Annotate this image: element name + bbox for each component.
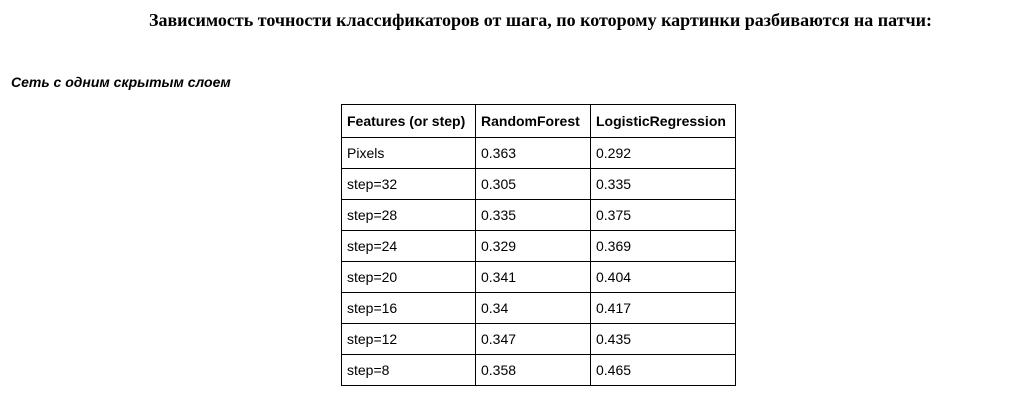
cell-feature: step=12 (341, 323, 476, 355)
column-header-features: Features (or step) (341, 104, 476, 138)
table-row: step=12 0.347 0.435 (341, 323, 736, 355)
table-row: step=28 0.335 0.375 (341, 199, 736, 231)
cell-feature: step=24 (341, 230, 476, 262)
table-body: Pixels 0.363 0.292 step=32 0.305 0.335 s… (341, 137, 736, 386)
table-row: step=20 0.341 0.404 (341, 261, 736, 293)
cell-randomforest: 0.341 (475, 261, 591, 293)
section-heading: Сеть с одним скрытым слоем (11, 74, 231, 90)
cell-logisticregression: 0.435 (590, 323, 736, 355)
cell-feature: step=16 (341, 292, 476, 324)
cell-randomforest: 0.358 (475, 354, 591, 386)
cell-feature: Pixels (341, 137, 476, 169)
table-row: step=8 0.358 0.465 (341, 354, 736, 386)
table-row: step=16 0.34 0.417 (341, 292, 736, 324)
cell-feature: step=28 (341, 199, 476, 231)
cell-logisticregression: 0.375 (590, 199, 736, 231)
table-row: step=24 0.329 0.369 (341, 230, 736, 262)
table-row: step=32 0.305 0.335 (341, 168, 736, 200)
cell-feature: step=20 (341, 261, 476, 293)
results-table: Features (or step) RandomForest Logistic… (341, 104, 736, 386)
cell-logisticregression: 0.335 (590, 168, 736, 200)
cell-logisticregression: 0.404 (590, 261, 736, 293)
table-header-row: Features (or step) RandomForest Logistic… (341, 104, 736, 138)
column-header-randomforest: RandomForest (475, 104, 591, 138)
cell-feature: step=32 (341, 168, 476, 200)
cell-feature: step=8 (341, 354, 476, 386)
cell-randomforest: 0.335 (475, 199, 591, 231)
cell-randomforest: 0.305 (475, 168, 591, 200)
page-title: Зависимость точности классификаторов от … (148, 10, 933, 30)
cell-logisticregression: 0.369 (590, 230, 736, 262)
cell-randomforest: 0.329 (475, 230, 591, 262)
table-header: Features (or step) RandomForest Logistic… (341, 104, 736, 138)
table-row: Pixels 0.363 0.292 (341, 137, 736, 169)
cell-logisticregression: 0.417 (590, 292, 736, 324)
cell-randomforest: 0.347 (475, 323, 591, 355)
cell-logisticregression: 0.292 (590, 137, 736, 169)
cell-randomforest: 0.34 (475, 292, 591, 324)
column-header-logisticregression: LogisticRegression (590, 104, 736, 138)
cell-logisticregression: 0.465 (590, 354, 736, 386)
cell-randomforest: 0.363 (475, 137, 591, 169)
